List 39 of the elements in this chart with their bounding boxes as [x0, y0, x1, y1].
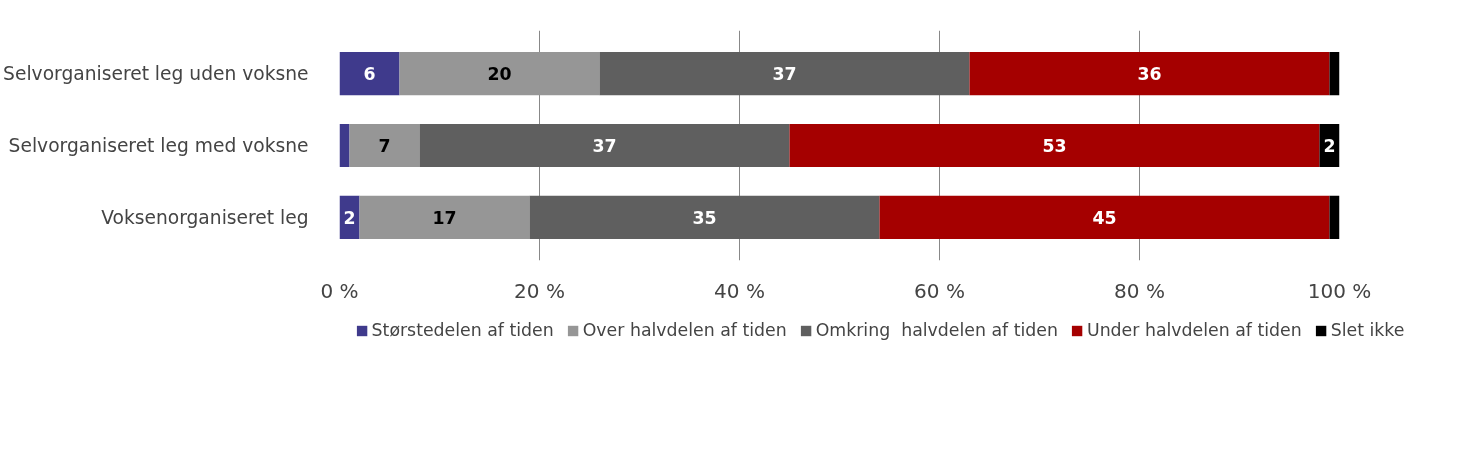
x-tick-label: 40 % — [714, 278, 765, 303]
legend-label: Størstedelen af tiden — [371, 320, 554, 340]
data-label: 2 — [1323, 136, 1336, 156]
bar — [339, 52, 400, 96]
data-label: 37 — [592, 136, 617, 156]
bar — [1329, 52, 1340, 96]
bar — [1329, 195, 1340, 239]
data-label: 35 — [692, 207, 717, 228]
legend-label: Under halvdelen af tiden — [1086, 320, 1302, 340]
bar — [599, 52, 970, 96]
bar — [419, 123, 790, 168]
legend-label: Slet ikke — [1330, 320, 1405, 340]
legend-label: Over halvdelen af tiden — [582, 320, 787, 340]
bar — [359, 195, 530, 239]
bar — [969, 52, 1330, 96]
data-label: 17 — [432, 207, 457, 228]
y-tick-label: Selvorganiseret leg med voksne — [8, 135, 309, 156]
data-label: 20 — [487, 64, 512, 85]
bar — [529, 195, 880, 239]
legend-label: Omkring halvdelen af tiden — [815, 320, 1058, 340]
x-tick-label: 0 % — [320, 278, 359, 303]
bar — [399, 52, 600, 96]
data-label: 6 — [363, 64, 376, 85]
bar — [349, 123, 420, 168]
x-tick-label: 20 % — [514, 278, 565, 303]
data-label: 53 — [1042, 136, 1067, 156]
bar — [339, 123, 350, 168]
data-label: 2 — [343, 207, 356, 228]
data-label: 45 — [1092, 207, 1117, 228]
data-label: 7 — [378, 136, 391, 156]
x-tick-label: 60 % — [914, 278, 965, 303]
y-tick-label: Voksenorganiseret leg — [101, 206, 309, 228]
y-tick-label: Selvorganiseret leg uden voksne — [3, 63, 309, 85]
data-label: 37 — [772, 64, 797, 85]
bar — [879, 195, 1330, 239]
x-tick-label: 100 % — [1307, 278, 1372, 303]
data-label: 36 — [1137, 64, 1162, 85]
x-tick-label: 80 % — [1114, 278, 1165, 303]
bar — [789, 123, 1320, 168]
